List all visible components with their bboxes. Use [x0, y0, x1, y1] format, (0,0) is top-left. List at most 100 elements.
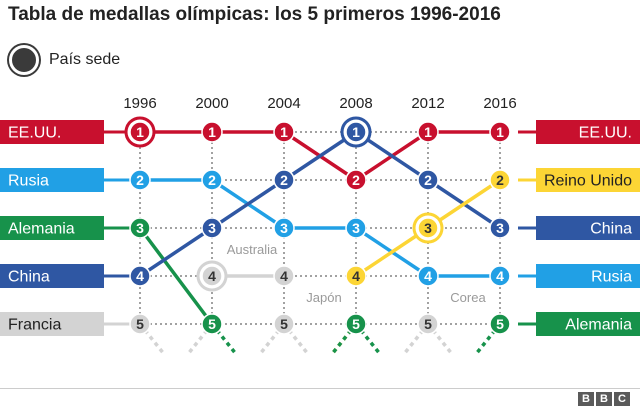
dropout-line-germany: [210, 322, 238, 356]
rank-number: 4: [208, 268, 216, 284]
series-annotation: Australia: [227, 242, 278, 257]
rank-marker-usa: [345, 169, 367, 191]
rank-marker-russia: [417, 265, 439, 287]
rank-marker-france: [129, 313, 151, 335]
rank-marker-russia: [129, 169, 151, 191]
dropout-line-germany: [354, 322, 382, 356]
year-label: 2000: [195, 95, 228, 112]
rank-number: 3: [280, 220, 288, 236]
rank-marker-gb: [345, 265, 367, 287]
rank-marker-germany: [489, 313, 511, 335]
series-line-china: [210, 178, 286, 230]
country-label: EE.UU.: [579, 125, 632, 142]
series-markers: 1 1 1 2 1 1 2 2 3 3 4 4 3 5 5 5 4 3 2 1 2 3 4 3 2 5 4 4 5 5: [124, 116, 511, 335]
rank-marker-australia: [273, 265, 295, 287]
bottom-divider: [0, 388, 640, 389]
rank-number: 1: [496, 124, 504, 140]
rank-number: 5: [208, 316, 216, 332]
logo-letter: B: [596, 392, 612, 406]
rank-number: 2: [352, 172, 360, 188]
dropout-line-germany: [474, 322, 502, 356]
chart-text: 1996 2000 2004 2008 2012 2016 EE.UU. Rusia Alema…: [0, 95, 640, 336]
rank-marker-usa: [273, 121, 295, 143]
rank-marker-germany: [201, 313, 223, 335]
rank-marker-australia: [201, 265, 223, 287]
country-label: Francia: [8, 317, 61, 334]
rank-number: 2: [424, 172, 432, 188]
series-lines: [104, 130, 536, 356]
dropout-line-japan: [258, 322, 286, 356]
rank-number: 2: [136, 172, 144, 188]
rank-number: 5: [136, 316, 144, 332]
country-label-box: [536, 216, 640, 240]
rank-number: 3: [208, 220, 216, 236]
series-line-germany: [138, 226, 214, 326]
country-label-box: [0, 168, 104, 192]
logo-letter: C: [614, 392, 630, 406]
dropout-line-korea: [402, 322, 430, 356]
rank-number: 3: [136, 220, 144, 236]
host-legend-marker: [9, 45, 39, 75]
rank-marker-russia: [345, 217, 367, 239]
rank-marker-china: [489, 217, 511, 239]
rank-marker-japan: [273, 313, 295, 335]
rank-marker-usa: [489, 121, 511, 143]
rank-marker-russia: [273, 217, 295, 239]
rank-number: 4: [280, 268, 288, 284]
rank-marker-russia: [489, 265, 511, 287]
rank-number: 1: [208, 124, 216, 140]
country-label: EE.UU.: [8, 125, 61, 142]
medal-rank-chart: 1 1 1 2 1 1 2 2 3 3 4 4 3 5 5 5 4 3 2 1 2 3 4 3 2 5 4 4 5 5 1996 2000 20…: [0, 95, 640, 356]
rank-number: 1: [280, 124, 288, 140]
rank-marker-usa: [129, 121, 151, 143]
country-label: Rusia: [591, 269, 632, 286]
rank-marker-gb: [417, 217, 439, 239]
series-annotation: Japón: [306, 290, 341, 305]
country-label-box: [536, 264, 640, 288]
legend-label: País sede: [49, 51, 121, 68]
year-label: 2008: [339, 95, 372, 112]
legend: País sede: [6, 44, 120, 76]
series-annotation: Corea: [450, 290, 486, 305]
dropout-line-france: [138, 322, 166, 356]
country-label: Alemania: [8, 221, 75, 238]
year-label: 1996: [123, 95, 156, 112]
country-label-box: [0, 264, 104, 288]
country-label: China: [590, 221, 632, 238]
year-label: 2016: [483, 95, 516, 112]
rank-marker-china: [417, 169, 439, 191]
chart-title: Tabla de medallas olímpicas: los 5 prime…: [8, 4, 501, 25]
rank-number: 3: [496, 220, 504, 236]
rank-marker-russia: [201, 169, 223, 191]
logo-letter: B: [578, 392, 594, 406]
country-label: China: [8, 269, 50, 286]
rank-number: 4: [136, 268, 144, 284]
rank-number: 5: [496, 316, 504, 332]
series-line-china: [138, 226, 214, 278]
rank-number: 2: [208, 172, 216, 188]
rank-number: 2: [280, 172, 288, 188]
dropout-line-australia: [186, 322, 214, 356]
rank-number: 4: [352, 268, 360, 284]
rank-number: 3: [352, 220, 360, 236]
rank-number: 1: [136, 124, 144, 140]
rank-marker-germany: [129, 217, 151, 239]
rank-number: 5: [424, 316, 432, 332]
rank-marker-china: [201, 217, 223, 239]
rank-number: 4: [424, 268, 432, 284]
rank-marker-germany: [345, 313, 367, 335]
rank-marker-usa: [417, 121, 439, 143]
rank-marker-gb: [489, 169, 511, 191]
dropout-line-korea: [426, 322, 454, 356]
rank-marker-china: [129, 265, 151, 287]
year-label: 2012: [411, 95, 444, 112]
year-label: 2004: [267, 95, 300, 112]
country-label: Rusia: [8, 173, 49, 190]
dropout-line-germany: [330, 322, 358, 356]
country-label-box: [0, 120, 104, 144]
rank-number: 1: [424, 124, 432, 140]
rank-number: 4: [496, 268, 504, 284]
rank-marker-korea: [417, 313, 439, 335]
rank-number: 2: [496, 172, 504, 188]
rank-marker-china: [273, 169, 295, 191]
